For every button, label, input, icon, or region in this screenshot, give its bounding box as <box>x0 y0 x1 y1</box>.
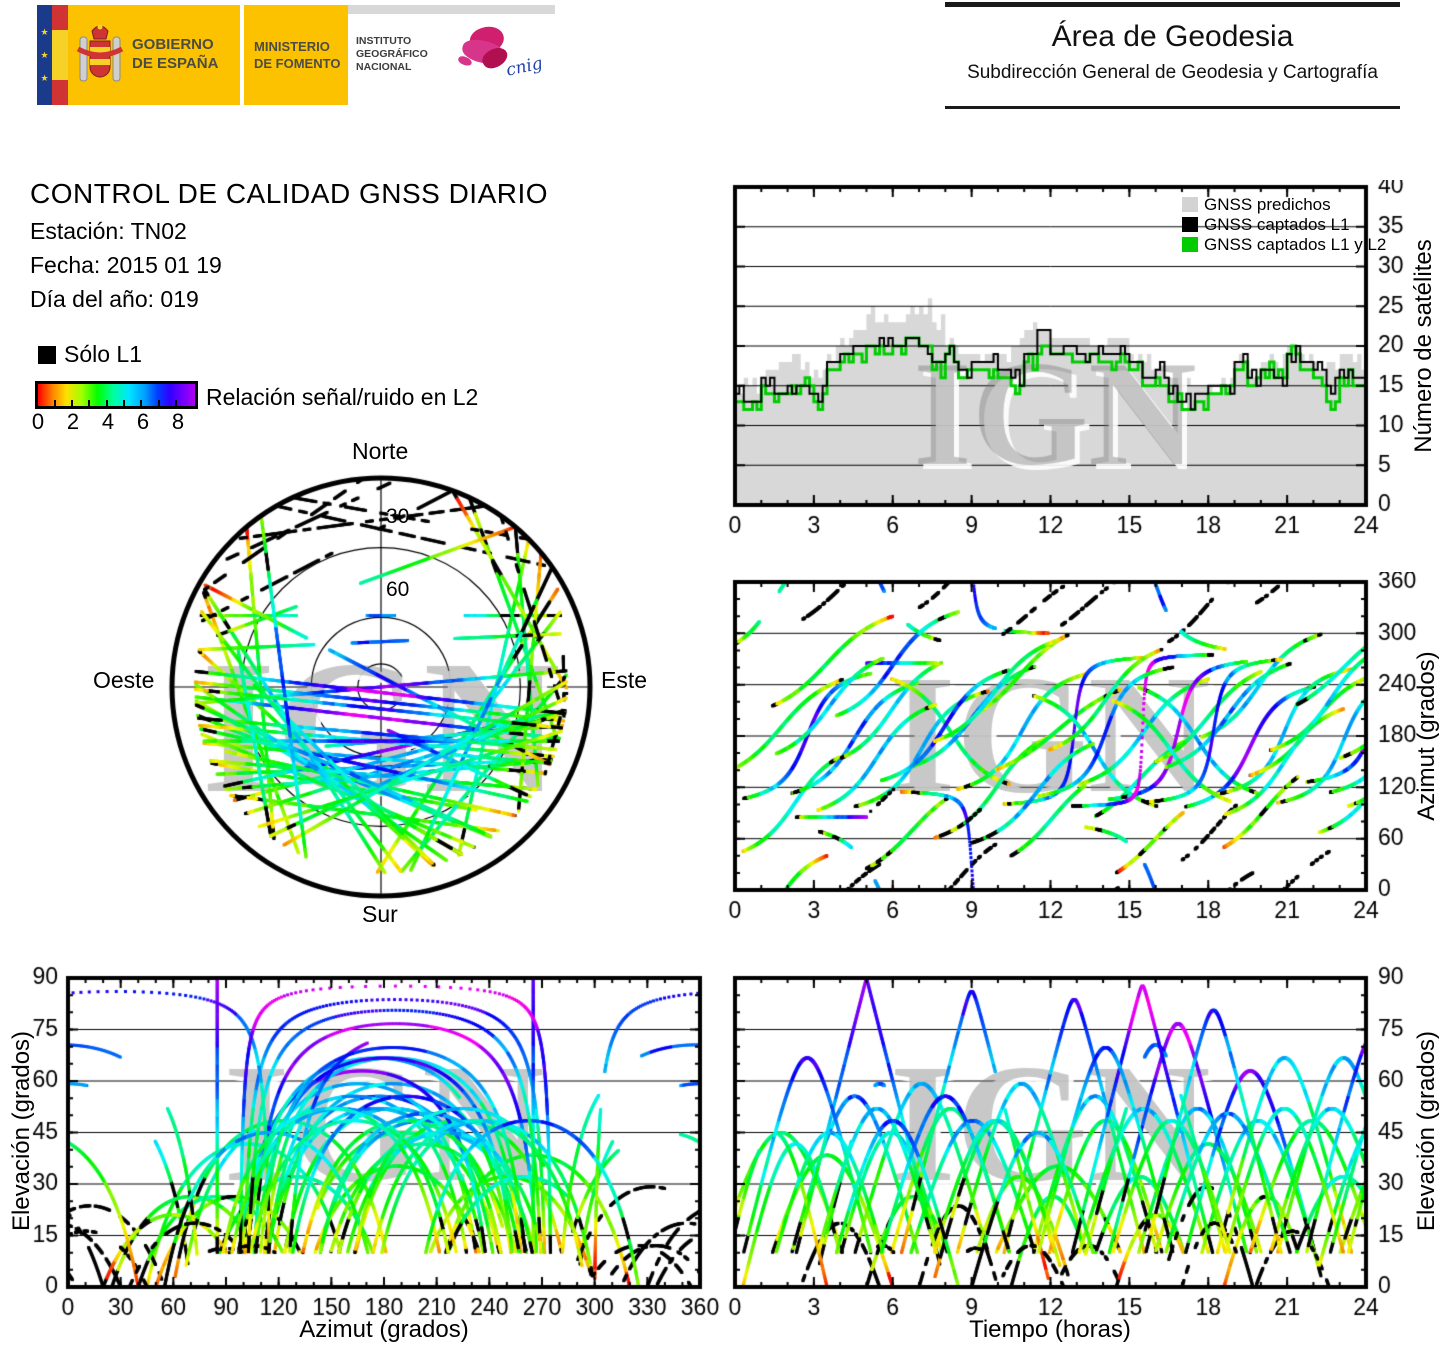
snr-colorbar <box>35 381 198 409</box>
instituto-line3: NACIONAL <box>356 61 412 73</box>
colorbar-tick-6: 6 <box>136 409 150 434</box>
colorbar-tick-4: 4 <box>101 409 115 434</box>
gobierno-line2: DE ESPAÑA <box>132 55 219 72</box>
ministerio-line1: MINISTERIO <box>254 39 330 54</box>
solo-l1-label: Sólo L1 <box>64 341 143 367</box>
sats-chart-legend: GNSS predichos GNSS captados L1 GNSS cap… <box>1182 195 1386 255</box>
header-title: Área de Geodesia <box>1051 20 1294 53</box>
legend-captured-l1l2: GNSS captados L1 y L2 <box>1204 235 1387 254</box>
header-bottom-rule <box>945 106 1400 109</box>
ministerio-box: MINISTERIO DE FOMENTO <box>244 5 348 105</box>
ministerio-line2: DE FOMENTO <box>254 56 341 71</box>
captured-l1l2-swatch <box>1182 237 1198 252</box>
header-subtitle: Subdirección General de Geodesia y Carto… <box>967 62 1378 83</box>
skyplot-west-label: Oeste <box>93 667 155 693</box>
azimut-x-axis-title: Azimut (grados) <box>299 1316 469 1343</box>
skyplot-north-label: Norte <box>352 438 409 464</box>
gobierno-line1: GOBIERNO <box>132 36 214 53</box>
instituto-line2: GEOGRÁFICO <box>356 48 428 60</box>
satellite-count-chart <box>725 180 1425 548</box>
spain-coat-of-arms <box>76 24 124 82</box>
gray-strip <box>348 5 555 14</box>
black-square-icon <box>38 346 56 364</box>
colorbar-tick-2: 2 <box>66 409 80 434</box>
predicted-swatch <box>1182 197 1198 212</box>
captured-l1-swatch <box>1182 217 1198 232</box>
solo-l1-legend: Sólo L1 <box>38 341 142 368</box>
colorbar-tick-8: 8 <box>171 409 185 434</box>
colorbar-tick-0: 0 <box>31 409 45 434</box>
date-label: Fecha: 2015 01 19 <box>30 252 222 278</box>
eu-flag-strip: ★ ★ ★ <box>37 5 52 105</box>
azim-y-axis-title: Azimut (grados) <box>1413 651 1440 821</box>
elev-left-y-axis-title: Elevación (grados) <box>8 1030 35 1232</box>
gobierno-box: GOBIERNO DE ESPAÑA <box>68 5 240 105</box>
snr-colorbar-label: Relación señal/ruido en L2 <box>206 384 479 410</box>
elevation-time-chart <box>725 966 1425 1350</box>
doy-label: Día del año: 019 <box>30 286 199 312</box>
skyplot-east-label: Este <box>601 667 648 693</box>
area-geodesia-header: Área de Geodesia Subdirección General de… <box>945 2 1400 112</box>
page-title: CONTROL DE CALIDAD GNSS DIARIO <box>30 178 549 209</box>
legend-captured-l1: GNSS captados L1 <box>1204 215 1350 234</box>
header-top-rule <box>945 2 1400 7</box>
ign-box: INSTITUTO GEOGRÁFICO NACIONAL cnig <box>348 5 555 105</box>
instituto-line1: INSTITUTO <box>356 35 412 47</box>
sats-y-axis-title: Número de satélites <box>1410 239 1437 453</box>
spain-flag-strip <box>52 5 68 105</box>
skyplot-south-label: Sur <box>362 901 398 927</box>
legend-predicted: GNSS predichos <box>1204 195 1331 214</box>
government-logo-band: ★ ★ ★ GOBIERNO DE ESPAÑA MINISTERIO DE FOM… <box>37 5 555 105</box>
skyplot-ring-30: 30 <box>386 505 410 528</box>
azimuth-time-chart <box>725 572 1425 940</box>
elev-right-y-axis-title: Elevación (grados) <box>1413 1030 1440 1232</box>
station-label: Estación: TN02 <box>30 218 187 244</box>
elevation-azimuth-chart <box>0 966 720 1350</box>
skyplot-ring-60: 60 <box>386 578 410 601</box>
tiempo-x-axis-title: Tiempo (horas) <box>969 1316 1131 1343</box>
skyplot-canvas <box>160 460 620 920</box>
